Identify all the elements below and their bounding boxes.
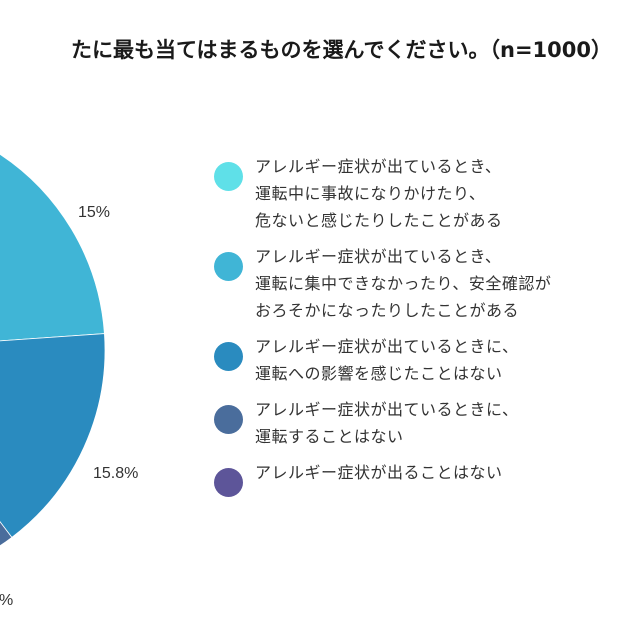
data-label-slice-4: %	[0, 592, 14, 609]
legend-item: アレルギー症状が出ているときに、 運転することはない	[214, 400, 551, 450]
legend-label: アレルギー症状が出ているときに、 運転することはない	[255, 400, 519, 446]
legend-label: アレルギー症状が出ているとき、 運転に集中できなかったり、安全確認が おろそかに…	[255, 247, 552, 320]
legend-swatch	[214, 252, 243, 281]
legend-label: アレルギー症状が出ているとき、 運転中に事故になりかけたり、 危ないと感じたりし…	[255, 157, 503, 230]
legend-item: アレルギー症状が出ることはない	[214, 463, 551, 497]
data-label-slice-2: 15%	[78, 204, 111, 221]
legend-label: アレルギー症状が出ることはない	[255, 463, 503, 482]
legend-swatch	[214, 468, 243, 497]
legend-item: アレルギー症状が出ているとき、 運転中に事故になりかけたり、 危ないと感じたりし…	[214, 157, 551, 234]
legend-swatch	[214, 162, 243, 191]
legend-swatch	[214, 405, 243, 434]
pie-slice-4	[0, 521, 13, 547]
legend-item: アレルギー症状が出ているとき、 運転に集中できなかったり、安全確認が おろそかに…	[214, 247, 551, 324]
chart-title: たに最も当てはまるものを選んでください。（n=1000）	[70, 38, 612, 62]
pie-slice-3	[0, 333, 106, 538]
legend-swatch	[214, 342, 243, 371]
legend-item: アレルギー症状が出ているときに、 運転への影響を感じたことはない	[214, 337, 551, 387]
legend-label: アレルギー症状が出ているときに、 運転への影響を感じたことはない	[255, 337, 519, 383]
data-label-slice-3: 15.8%	[93, 465, 139, 482]
legend: アレルギー症状が出ているとき、 運転中に事故になりかけたり、 危ないと感じたりし…	[214, 157, 551, 513]
pie-slice-2	[0, 153, 105, 342]
